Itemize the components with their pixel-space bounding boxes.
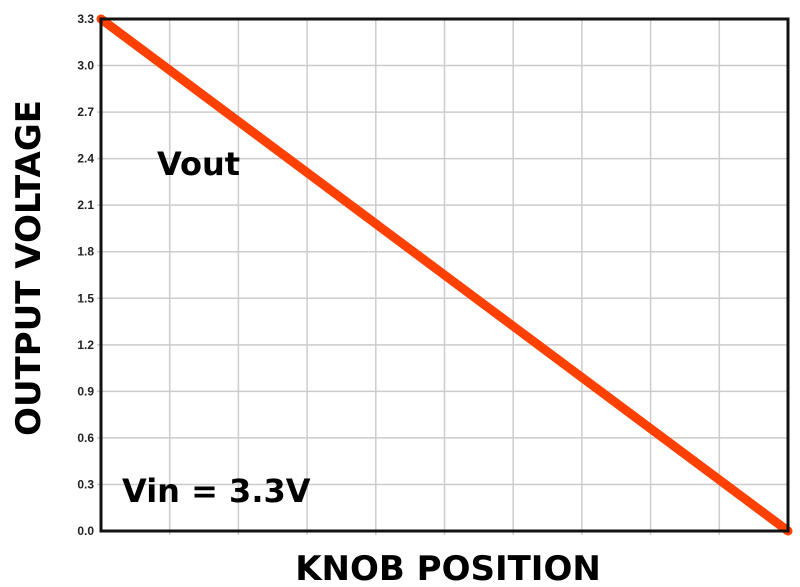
series-label-vout: Vout xyxy=(157,145,240,183)
vin-annotation: Vin = 3.3V xyxy=(122,472,311,510)
y-tick-label: 3.3 xyxy=(77,12,94,26)
y-tick-label: 2.7 xyxy=(77,105,94,119)
x-axis-label: KNOB POSITION xyxy=(295,549,601,587)
y-tick-label: 0.6 xyxy=(77,431,94,445)
y-tick-label: 1.2 xyxy=(77,338,94,352)
y-tick-labels: 0.0 0.3 0.6 0.9 1.2 1.5 1.8 2.1 2.4 2.7 3.0 3.3 xyxy=(77,12,94,538)
series-line-vout xyxy=(96,14,793,536)
y-tick-label: 0.3 xyxy=(77,477,94,491)
y-tick-label: 0.9 xyxy=(77,384,94,398)
y-tick-label: 0.0 xyxy=(77,524,94,538)
series xyxy=(96,14,793,536)
y-tick-label: 2.1 xyxy=(77,198,94,212)
y-tick-label: 1.5 xyxy=(77,291,94,305)
grid xyxy=(97,19,788,535)
y-tick-label: 3.0 xyxy=(77,59,94,73)
plot-frame xyxy=(99,17,790,533)
y-tick-label: 2.4 xyxy=(77,152,94,166)
y-axis-label: OUTPUT VOLTAGE xyxy=(9,100,49,436)
y-tick-label: 1.8 xyxy=(77,245,94,259)
